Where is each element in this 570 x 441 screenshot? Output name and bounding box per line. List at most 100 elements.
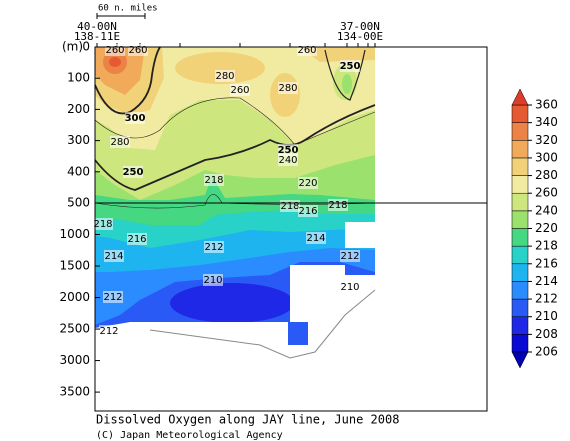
- y-tick-label: 1000: [59, 227, 90, 241]
- contour-label-bg: [215, 70, 235, 82]
- y-tick-label: 1500: [59, 259, 90, 273]
- y-tick-label: 0: [82, 40, 90, 54]
- contour-label: 260: [230, 85, 249, 96]
- contour-label: 214: [104, 251, 123, 262]
- contour-label: 280: [278, 83, 297, 94]
- colorbar-label: 206: [535, 345, 558, 359]
- contour-label-bg: [203, 274, 223, 286]
- y-tick-label: 3500: [59, 385, 90, 399]
- contour-label: 218: [328, 200, 347, 211]
- contour-label-bg: [110, 136, 130, 148]
- contour-label-bg: [204, 174, 224, 186]
- colorbar-label: 300: [535, 150, 558, 164]
- contour-label-bg: [204, 241, 224, 253]
- colorbar-label: 320: [535, 133, 558, 147]
- contour-label-bg: [99, 325, 119, 337]
- colorbar-label: 280: [535, 168, 558, 182]
- y-tick-label: 300: [67, 133, 90, 147]
- contour-label-bg: [278, 82, 298, 94]
- colorbar-swatch: [511, 334, 529, 353]
- contour-label: 216: [298, 206, 317, 217]
- colorbar-swatch: [511, 298, 529, 317]
- contour-band: [300, 47, 375, 62]
- contour-label-bg: [328, 199, 348, 211]
- contour-label: 214: [306, 233, 325, 244]
- colorbar-swatch: [511, 281, 529, 300]
- contour-label-bg: [278, 144, 298, 156]
- contour-band: [95, 176, 375, 203]
- colorbar-under: [511, 351, 529, 369]
- contour-label-bg: [127, 233, 147, 245]
- contour-label-bg: [123, 166, 143, 178]
- y-tick-label: 400: [67, 164, 90, 178]
- colorbar-label: 260: [535, 186, 558, 200]
- colorbar-swatch: [511, 122, 529, 141]
- contour-band: [342, 74, 352, 94]
- colorbar-label: 208: [535, 327, 558, 341]
- contour-label: 212: [204, 242, 223, 253]
- contour-label: 218: [280, 201, 299, 212]
- colorbar-swatch: [511, 316, 529, 335]
- station-lat: 40-00N: [77, 20, 117, 33]
- contour-label: 210: [340, 282, 359, 293]
- colorbar-swatch: [511, 192, 529, 212]
- chart-title: Dissolved Oxygen along JAY line, June 20…: [96, 413, 399, 427]
- contour-line: [94, 46, 161, 115]
- contour-label: 260: [128, 45, 147, 56]
- contour-label: 280: [215, 71, 234, 82]
- scale-label: 60 n. miles: [98, 4, 158, 14]
- contour-label: 210: [203, 275, 222, 286]
- contour-label: 280: [110, 137, 129, 148]
- contour-label: 260: [297, 45, 316, 56]
- station-lon: 134-00E: [337, 30, 383, 43]
- contour-band: [109, 57, 121, 67]
- contour-label-bg: [340, 281, 360, 293]
- contour-band: [95, 265, 375, 411]
- colorbar-swatch: [511, 140, 529, 159]
- contour-band: [270, 73, 300, 117]
- colorbar-label: 220: [535, 221, 558, 235]
- contour-band: [175, 52, 265, 84]
- y-axis-label: (m): [62, 40, 83, 54]
- credit: (C) Japan Meteorological Agency: [96, 430, 283, 441]
- colorbar-over: [511, 88, 529, 106]
- y-tick-label: 2500: [59, 322, 90, 336]
- contour-band: [288, 322, 308, 345]
- station-lon: 138-11E: [74, 30, 120, 43]
- colorbar-swatch: [511, 263, 529, 282]
- y-tick-label: 200: [67, 102, 90, 116]
- contour-label-bg: [103, 291, 123, 303]
- colorbar-label: 218: [535, 239, 558, 253]
- contour-label: 240: [278, 155, 297, 166]
- contour-label-bg: [340, 250, 360, 262]
- contour-label: 220: [298, 178, 317, 189]
- bathymetry: [149, 289, 376, 359]
- y-tick-label: 100: [67, 71, 90, 85]
- contour-label: 212: [340, 251, 359, 262]
- colorbar-label: 214: [535, 274, 558, 288]
- contour-line: [324, 49, 366, 101]
- contour-label-bg: [278, 154, 298, 166]
- contour-label: 218: [204, 175, 223, 186]
- contour-label-bg: [104, 250, 124, 262]
- contour-label: 250: [123, 167, 144, 178]
- contour-label-bg: [125, 112, 145, 124]
- contour-label: 212: [103, 292, 122, 303]
- contour-line: [94, 104, 376, 191]
- contour-label: 218: [93, 219, 112, 230]
- colorbar-swatch: [511, 104, 529, 123]
- contour-band: [170, 283, 294, 323]
- no-data: [345, 222, 375, 248]
- contour-label: 250: [278, 145, 299, 156]
- contour-label-bg: [306, 232, 326, 244]
- contour-line: [94, 194, 376, 209]
- station-lat: 37-00N: [340, 20, 380, 33]
- contour-fills: [95, 47, 375, 411]
- contour-label-bg: [93, 218, 113, 230]
- contour-label-bg: [230, 84, 250, 96]
- contour-label: 260: [105, 45, 124, 56]
- y-tick-label: 3000: [59, 353, 90, 367]
- contour-label-bg: [298, 205, 318, 217]
